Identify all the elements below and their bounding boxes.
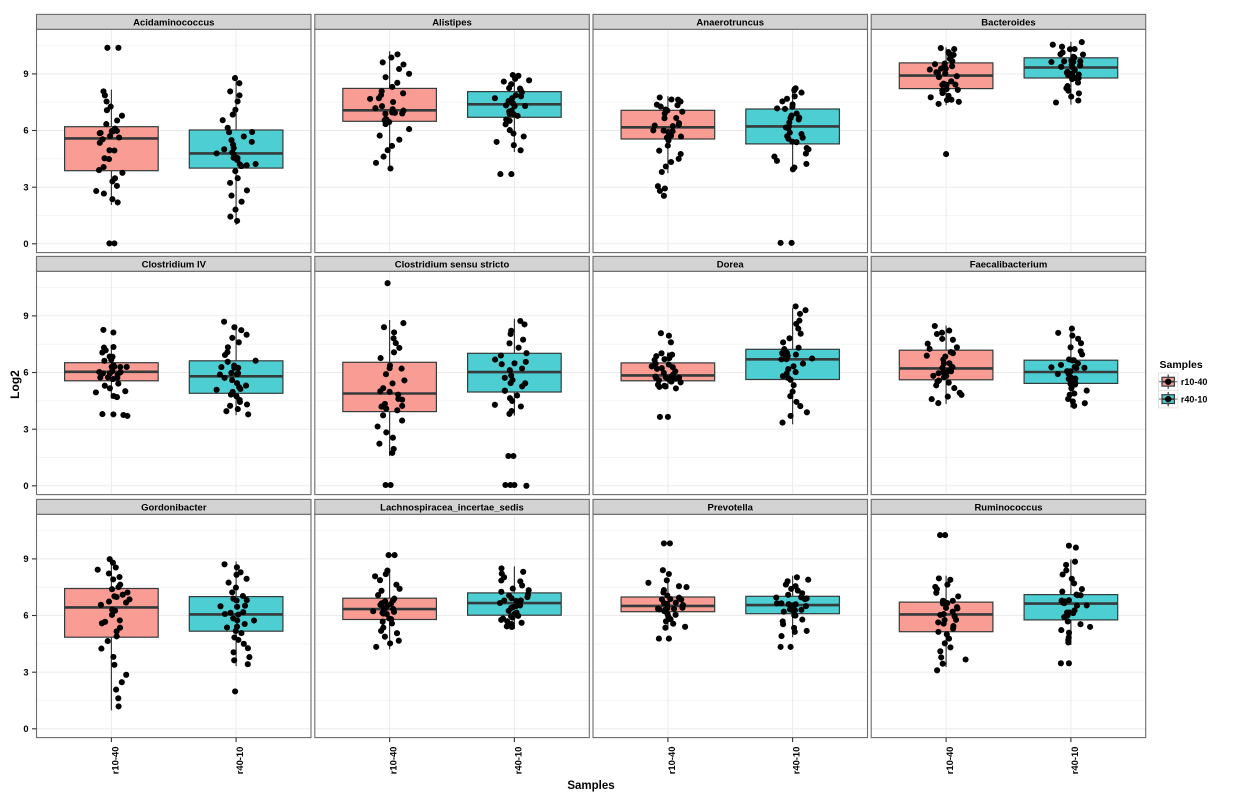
svg-text:0: 0 (23, 724, 28, 734)
svg-text:r10-40: r10-40 (1181, 377, 1208, 387)
svg-text:Alistipes: Alistipes (432, 17, 472, 28)
svg-text:Log2: Log2 (8, 370, 22, 399)
svg-text:6: 6 (23, 126, 28, 136)
svg-text:Samples: Samples (567, 780, 614, 792)
svg-text:Anaerotruncus: Anaerotruncus (696, 17, 764, 28)
svg-text:Lachnospiracea_incertae_sedis: Lachnospiracea_incertae_sedis (380, 502, 524, 513)
svg-text:r40-10: r40-10 (1069, 747, 1080, 775)
svg-text:9: 9 (23, 69, 28, 79)
svg-text:Dorea: Dorea (717, 259, 745, 270)
svg-text:Acidaminococcus: Acidaminococcus (133, 17, 214, 28)
svg-text:3: 3 (23, 667, 28, 677)
svg-text:3: 3 (23, 424, 28, 434)
svg-text:Gordonibacter: Gordonibacter (141, 502, 207, 513)
svg-text:r40-10: r40-10 (234, 747, 245, 775)
svg-text:r10-40: r10-40 (944, 747, 955, 775)
svg-text:Samples: Samples (1160, 359, 1203, 371)
svg-text:r40-10: r40-10 (1181, 394, 1208, 404)
svg-text:Bacteroides: Bacteroides (981, 17, 1035, 28)
svg-text:6: 6 (23, 368, 28, 378)
svg-text:Prevotella: Prevotella (707, 502, 753, 513)
svg-text:Clostridium IV: Clostridium IV (142, 259, 207, 270)
svg-text:r10-40: r10-40 (388, 747, 399, 775)
svg-text:r40-10: r40-10 (791, 747, 802, 775)
svg-text:0: 0 (23, 481, 28, 491)
svg-text:3: 3 (23, 182, 28, 192)
svg-text:Clostridium sensu stricto: Clostridium sensu stricto (395, 259, 510, 270)
svg-text:r10-40: r10-40 (666, 747, 677, 775)
svg-text:9: 9 (23, 311, 28, 321)
svg-text:Faecalibacterium: Faecalibacterium (970, 259, 1048, 270)
svg-text:r10-40: r10-40 (109, 747, 120, 775)
svg-text:r40-10: r40-10 (512, 747, 523, 775)
svg-text:Ruminococcus: Ruminococcus (974, 502, 1042, 513)
svg-text:6: 6 (23, 611, 28, 621)
svg-text:0: 0 (23, 239, 28, 249)
svg-text:9: 9 (23, 554, 28, 564)
